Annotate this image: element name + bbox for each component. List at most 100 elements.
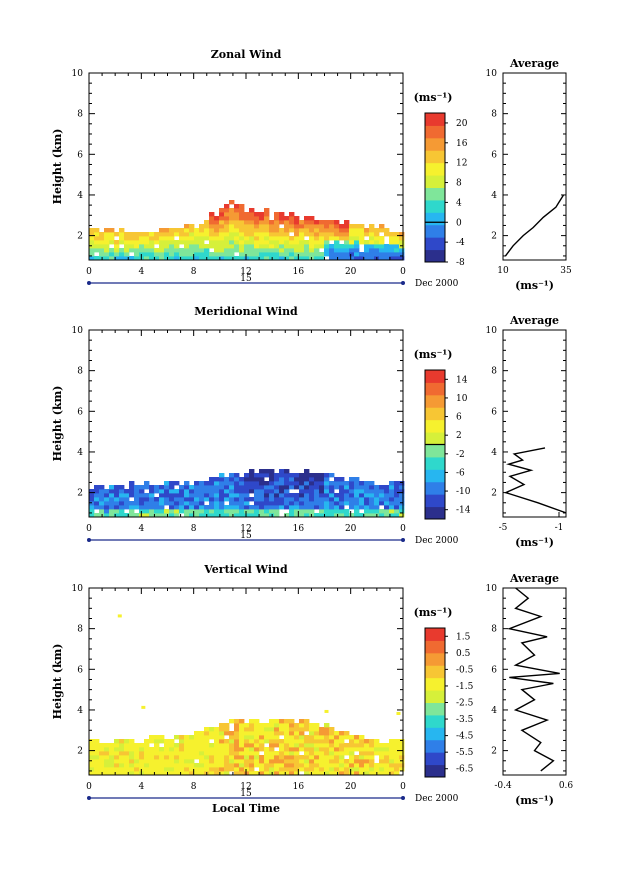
- y-tick-label: 2: [77, 232, 83, 242]
- average-profile-line: [506, 587, 560, 772]
- y-tick-label: 4: [77, 448, 83, 458]
- colorbar-swatch: [425, 113, 445, 126]
- x-tick-label: 0: [400, 782, 406, 792]
- average-y-tick-label: 10: [486, 69, 498, 79]
- colorbar-label: -3.5: [456, 715, 474, 725]
- month-label: Dec 2000: [415, 536, 459, 546]
- day-bar-end: [401, 538, 405, 542]
- average-y-tick-label: 8: [491, 110, 497, 120]
- average-x-tick-label: -5: [499, 523, 508, 533]
- y-tick-label: 8: [77, 110, 83, 120]
- day-bar-start: [87, 281, 91, 285]
- day-bar-start: [87, 796, 91, 800]
- y-tick-label: 6: [77, 407, 83, 417]
- day-bar-end: [401, 796, 405, 800]
- average-x-tick-label: 10: [497, 266, 509, 276]
- colorbar-swatch: [425, 444, 445, 458]
- colorbar-label: -0.5: [456, 665, 474, 675]
- colorbar-swatch: [425, 237, 445, 251]
- heatmap-cell: [117, 614, 122, 618]
- colorbar-swatch: [425, 224, 445, 238]
- day-label: 15: [240, 531, 252, 541]
- colorbar-label: 0: [456, 218, 462, 228]
- x-tick-label: 0: [86, 782, 92, 792]
- colorbar-label: 10: [456, 394, 468, 404]
- average-y-tick-label: 6: [491, 407, 497, 417]
- colorbar-label: -6.5: [456, 765, 474, 775]
- average-x-tick-label: -0.4: [494, 781, 512, 791]
- y-axis-label: Height (km): [51, 644, 64, 720]
- y-tick-label: 6: [77, 665, 83, 675]
- y-tick-label: 10: [72, 326, 84, 336]
- x-tick-label: 12: [240, 267, 251, 277]
- chart-title: Meridional Wind: [194, 305, 298, 318]
- average-frame: [502, 587, 567, 776]
- average-x-tick-label: 0.6: [559, 781, 574, 791]
- heatmap-field: [89, 614, 405, 776]
- day-label: 15: [240, 789, 252, 799]
- colorbar-label: 1.5: [456, 632, 471, 642]
- month-label: Dec 2000: [415, 279, 459, 289]
- average-panel: Average 2 4 6 8 10 -5 -1(ms⁻¹): [486, 314, 567, 549]
- colorbar-swatch: [425, 727, 445, 741]
- x-tick-label: 12: [240, 524, 251, 534]
- colorbar-swatch: [425, 481, 445, 495]
- average-y-tick-label: 4: [491, 191, 497, 201]
- average-x-tick-label: 35: [560, 266, 572, 276]
- colorbar-swatch: [425, 407, 445, 421]
- colorbar-label: -2: [456, 450, 465, 460]
- x-tick-label: 4: [138, 524, 144, 534]
- colorbar-swatch: [425, 199, 445, 213]
- average-frame: [502, 72, 567, 261]
- average-y-tick-label: 2: [491, 232, 497, 242]
- colorbar-label: 2: [456, 431, 462, 441]
- colorbar-swatch: [425, 456, 445, 470]
- x-tick-label: 16: [293, 524, 305, 534]
- average-y-tick-label: 10: [486, 326, 498, 336]
- day-label: 15: [240, 274, 252, 284]
- colorbar-swatch: [425, 125, 445, 139]
- x-tick-label: 4: [138, 782, 144, 792]
- colorbar-swatch: [425, 187, 445, 201]
- y-tick-label: 10: [72, 69, 84, 79]
- x-tick-label: 8: [191, 782, 197, 792]
- average-y-tick-label: 4: [491, 448, 497, 458]
- colorbar-label: -10: [456, 487, 471, 497]
- average-panel: Average 2 4 6 8 10 10 35 (ms⁻¹): [486, 57, 572, 292]
- day-bar-start: [87, 538, 91, 542]
- month-label: Dec 2000: [415, 794, 459, 804]
- chart-title: Zonal Wind: [211, 48, 282, 61]
- heatmap-field: [89, 200, 405, 261]
- y-tick-label: 4: [77, 706, 83, 716]
- x-tick-label: 20: [345, 524, 357, 534]
- colorbar-units: (ms⁻¹): [414, 606, 453, 619]
- x-axis-label: Local Time: [212, 802, 280, 815]
- colorbar-label: -6: [456, 468, 465, 478]
- average-y-tick-label: 2: [491, 489, 497, 499]
- heatmap-cell: [324, 709, 329, 713]
- x-tick-label: 8: [191, 267, 197, 277]
- y-tick-label: 6: [77, 150, 83, 160]
- colorbar-swatch: [425, 370, 445, 383]
- heatmap-field: [89, 469, 405, 518]
- colorbar-swatch: [425, 764, 445, 778]
- average-title: Average: [509, 57, 559, 70]
- y-tick-label: 2: [77, 747, 83, 757]
- y-tick-label: 10: [72, 584, 84, 594]
- y-tick-label: 2: [77, 489, 83, 499]
- average-title: Average: [509, 314, 559, 327]
- colorbar-swatch: [425, 394, 445, 408]
- day-bar-end: [401, 281, 405, 285]
- colorbar-label: 12: [456, 159, 467, 169]
- y-tick-label: 4: [77, 191, 83, 201]
- colorbar-label: -14: [456, 506, 471, 516]
- average-x-label: (ms⁻¹): [515, 536, 554, 549]
- x-tick-label: 16: [293, 267, 305, 277]
- average-profile-line: [504, 194, 565, 257]
- colorbar-label: -2.5: [456, 699, 474, 709]
- average-x-label: (ms⁻¹): [515, 794, 554, 807]
- colorbar-label: -5.5: [456, 748, 474, 758]
- x-tick-label: 0: [400, 267, 406, 277]
